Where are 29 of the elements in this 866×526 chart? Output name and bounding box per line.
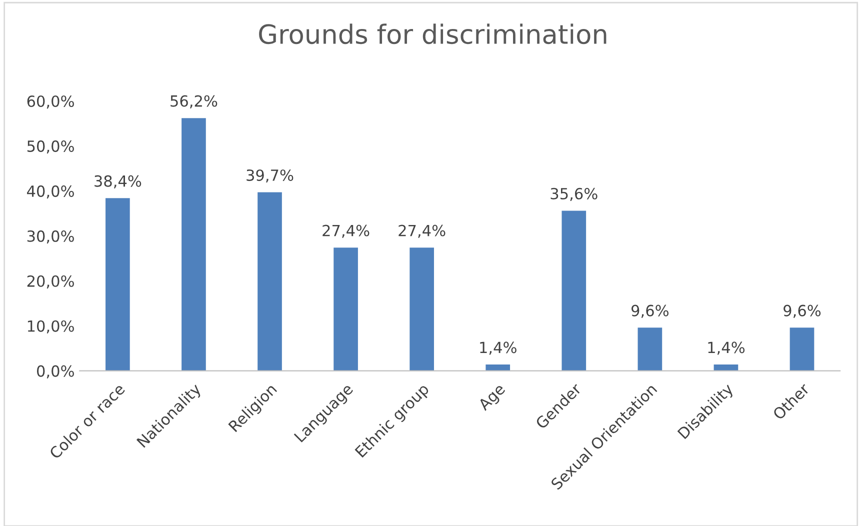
- y-tick-label: 10,0%: [28, 320, 74, 334]
- bar: [334, 248, 358, 371]
- y-tick-label: 40,0%: [27, 185, 74, 199]
- data-label: 27,4%: [398, 224, 446, 238]
- data-label: 56,2%: [170, 95, 218, 108]
- data-label: 9,6%: [784, 304, 821, 318]
- data-label: 9,6%: [631, 304, 668, 318]
- bar: [182, 118, 206, 371]
- bar: [790, 328, 814, 371]
- data-label: 38,4%: [94, 175, 142, 188]
- chart-title: Grounds for discrimination: [259, 24, 606, 44]
- y-tick-label: 30,0%: [27, 230, 74, 244]
- data-label: 27,4%: [322, 224, 370, 238]
- x-tick-label: Age: [477, 382, 508, 414]
- data-label: 1,4%: [480, 342, 516, 355]
- data-label: 35,6%: [550, 188, 598, 201]
- bar: [258, 192, 282, 371]
- data-label: 39,7%: [246, 169, 294, 183]
- y-tick-label: 60,0%: [27, 95, 74, 109]
- bar: [410, 248, 434, 371]
- bar: [562, 210, 586, 371]
- y-tick-label: 0,0%: [37, 365, 74, 378]
- bar: [714, 364, 738, 371]
- y-tick-label: 20,0%: [27, 275, 74, 288]
- bar: [106, 198, 130, 371]
- y-tick-label: 50,0%: [27, 140, 74, 154]
- bar: [638, 328, 662, 371]
- bar: [486, 364, 510, 371]
- data-label: 1,4%: [708, 342, 745, 355]
